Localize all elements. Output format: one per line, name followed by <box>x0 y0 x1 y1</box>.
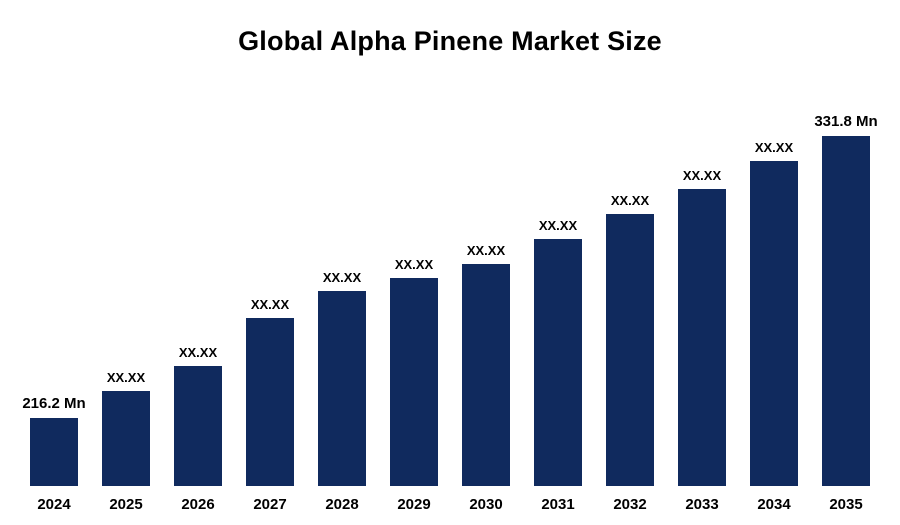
bar-value-label: XX.XX <box>682 168 722 183</box>
bar-group: XX.XX <box>670 168 734 486</box>
x-axis-tick-label: 2027 <box>253 496 287 513</box>
bar <box>678 189 726 486</box>
bar-value-label: XX.XX <box>754 140 794 155</box>
bar-series: 216.2 Mn XX.XX XX.XX XX.XX XX.XX XX.XX XX.XX XX… <box>22 80 878 486</box>
x-axis-tick-label: 2032 <box>613 496 647 513</box>
bar <box>174 366 222 486</box>
bar-value-label: XX.XX <box>466 243 506 258</box>
plot-area: 216.2 Mn XX.XX XX.XX XX.XX XX.XX XX.XX XX.XX XX… <box>22 80 878 513</box>
x-axis-tick-label: 2029 <box>397 496 431 513</box>
bar-value-label: XX.XX <box>394 257 434 272</box>
x-axis-tick-label: 2025 <box>109 496 143 513</box>
bar <box>246 318 294 486</box>
bar <box>606 214 654 486</box>
x-axis-tick-label: 2028 <box>325 496 359 513</box>
bar <box>102 391 150 486</box>
bar-group: XX.XX <box>310 270 374 486</box>
bar-group: XX.XX <box>742 140 806 486</box>
x-axis-tick-label: 2026 <box>181 496 215 513</box>
bar-group: XX.XX <box>526 218 590 486</box>
bar-group: 216.2 Mn <box>22 395 86 486</box>
x-axis-tick-label: 2024 <box>37 496 71 513</box>
bar-group: XX.XX <box>94 370 158 486</box>
bar-value-label: XX.XX <box>538 218 578 233</box>
bar-value-label: XX.XX <box>610 193 650 208</box>
bar-group: XX.XX <box>166 345 230 486</box>
bar <box>534 239 582 486</box>
bar-group: XX.XX <box>454 243 518 486</box>
bar <box>30 418 78 486</box>
bar <box>318 291 366 486</box>
bar-value-label: XX.XX <box>106 370 146 385</box>
bar <box>390 278 438 486</box>
x-axis-tick-label: 2030 <box>469 496 503 513</box>
bar-value-label: XX.XX <box>250 297 290 312</box>
bar-group: XX.XX <box>598 193 662 486</box>
x-axis-labels: 2024 2025 2026 2027 2028 2029 2030 2031 2032 2033… <box>22 496 878 513</box>
x-axis-tick-label: 2035 <box>829 496 863 513</box>
x-axis-tick-label: 2033 <box>685 496 719 513</box>
bar-group: 331.8 Mn <box>814 113 878 486</box>
x-axis-tick-label: 2034 <box>757 496 791 513</box>
bar-group: XX.XX <box>382 257 446 486</box>
chart-title: Global Alpha Pinene Market Size <box>238 26 662 56</box>
bar-value-label: XX.XX <box>178 345 218 360</box>
bar-value-label: XX.XX <box>322 270 362 285</box>
bar <box>462 264 510 486</box>
bar-value-label: 331.8 Mn <box>814 113 878 130</box>
bar <box>822 136 870 486</box>
bar-value-label: 216.2 Mn <box>22 395 86 412</box>
x-axis-tick-label: 2031 <box>541 496 575 513</box>
bar-group: XX.XX <box>238 297 302 486</box>
bar <box>750 161 798 486</box>
